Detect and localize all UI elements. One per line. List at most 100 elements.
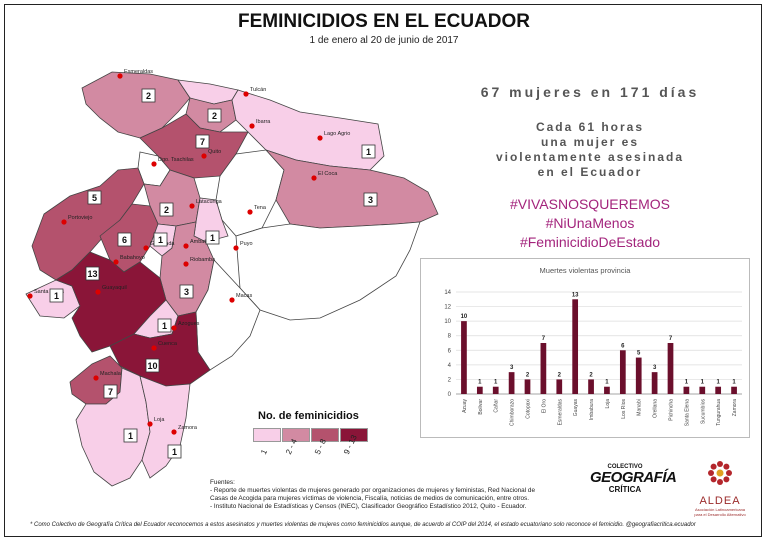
province-count: 1: [172, 447, 177, 457]
legend-swatch-3: [311, 428, 339, 442]
x-tick-label: Tungurahua: [716, 399, 722, 426]
x-tick-label: Manabí: [637, 398, 643, 415]
stat-description: Cada 61 horas una mujer es violentamente…: [440, 120, 740, 180]
x-tick-label: Loja: [605, 399, 611, 409]
province-count-box: [145, 358, 160, 373]
province-count-box: [157, 318, 172, 333]
province-count: 2: [164, 205, 169, 215]
page-subtitle: 1 de enero al 20 de junio de 2017: [309, 35, 459, 46]
province-count-box: [207, 108, 222, 123]
city-marker: [183, 243, 189, 249]
bar: [731, 386, 737, 394]
y-tick-label: 12: [444, 305, 451, 311]
city-marker: [201, 153, 207, 159]
city-marker: [229, 297, 235, 303]
city-marker: [243, 91, 249, 97]
logo-geo-main: GEOGRAFÍA: [590, 469, 677, 486]
x-tick-label: Cañar: [494, 399, 500, 413]
province-count: 6: [122, 235, 127, 245]
province-count: 10: [147, 361, 157, 371]
x-tick-label: Chimborazo: [510, 399, 516, 426]
city-label: Zamora: [178, 425, 198, 431]
city-marker: [143, 245, 149, 251]
province-count-box: [103, 384, 118, 399]
province-count: 1: [366, 147, 371, 157]
x-tick-label: Pichincha: [669, 399, 675, 421]
city-label: El Coca: [318, 171, 338, 177]
province-count: 1: [54, 291, 59, 301]
province-count: 1: [128, 431, 133, 441]
page-title: FEMINICIDIOS EN EL ECUADOR: [237, 11, 531, 32]
city-marker: [183, 261, 189, 267]
city-marker: [317, 135, 323, 141]
province-count: 3: [368, 195, 373, 205]
bar-value-label: 1: [685, 380, 689, 386]
city-label: Tena: [254, 205, 267, 211]
city-marker: [93, 375, 99, 381]
x-tick-label: Cotopaxi: [526, 399, 532, 419]
bar-value-label: 10: [461, 314, 468, 320]
city-marker: [151, 161, 157, 167]
province-count-box: [159, 202, 174, 217]
city-label: Ambato: [190, 239, 209, 245]
x-tick-label: Zamora: [732, 399, 738, 416]
city-marker: [147, 421, 153, 427]
city-marker: [61, 219, 67, 225]
bar: [540, 343, 547, 394]
city-marker: [171, 429, 177, 435]
sources-block: Fuentes: - Reporte de muertes violentas …: [210, 479, 550, 511]
footnote: * Como Colectivo de Geografía Crítica de…: [30, 522, 696, 528]
bar-value-label: 7: [542, 336, 546, 342]
legend-swatch-2: [282, 428, 310, 442]
city-marker: [27, 293, 33, 299]
bar: [651, 372, 658, 394]
bar-value-label: 7: [669, 336, 673, 342]
province-count: 1: [158, 235, 163, 245]
bar-value-label: 1: [732, 380, 736, 386]
chart-border: [420, 258, 750, 438]
province-count-box: [49, 288, 64, 303]
sources-heading: Fuentes:: [210, 479, 235, 486]
province-count: 2: [146, 91, 151, 101]
bar: [683, 386, 690, 394]
legend-swatch-4: [340, 428, 368, 442]
y-tick-label: 14: [444, 290, 451, 296]
bar-value-label: 3: [653, 365, 657, 371]
stat-line: en el Ecuador: [537, 165, 643, 179]
city-marker: [189, 203, 195, 209]
bar: [524, 379, 531, 394]
bar-value-label: 13: [572, 292, 579, 298]
province-count: 7: [200, 137, 205, 147]
x-tick-label: Los Ríos: [621, 399, 627, 419]
city-label: Santa Elena: [34, 289, 65, 295]
province-count: 5: [92, 193, 97, 203]
legend-title: No. de feminicidios: [258, 410, 359, 422]
bar-chart: Muertes violentas provincia 02468101214 …: [420, 258, 750, 438]
province-count-box: [85, 266, 100, 281]
city-marker: [113, 259, 119, 265]
province-count-box: [153, 232, 168, 247]
x-tick-label: Azuay: [462, 399, 468, 413]
bar: [715, 386, 722, 394]
city-label: Loja: [154, 417, 165, 423]
city-marker: [233, 245, 239, 251]
bar: [492, 386, 499, 394]
city-label: Latacunga: [196, 199, 223, 205]
city-label: Portoviejo: [68, 215, 92, 221]
bar: [476, 386, 483, 394]
legend-swatch-1: [253, 428, 281, 442]
city-label: Lago Agrio: [324, 131, 350, 137]
y-tick-label: 2: [448, 377, 452, 383]
bar-value-label: 1: [701, 380, 705, 386]
bar-value-label: 3: [510, 365, 514, 371]
x-tick-label: El Oro: [541, 399, 547, 413]
bar: [667, 343, 674, 394]
province-count: 1: [162, 321, 167, 331]
y-tick-label: 0: [448, 392, 452, 398]
bar: [556, 379, 563, 394]
y-tick-label: 10: [444, 319, 451, 325]
province-count-box: [167, 444, 182, 459]
bar-value-label: 2: [558, 372, 562, 378]
logo-aldea-sub: para el Desarrollo Alternativo: [694, 512, 746, 517]
city-label: Azogues: [178, 321, 200, 327]
